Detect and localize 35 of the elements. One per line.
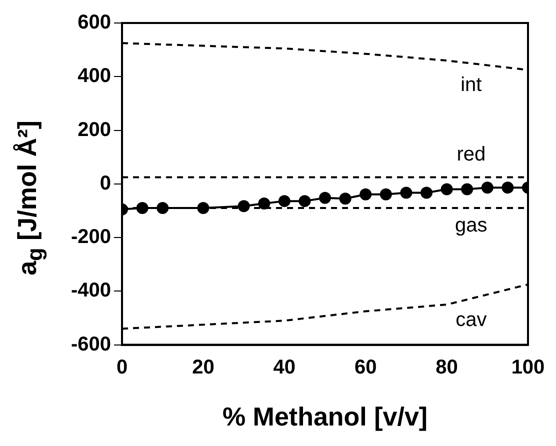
point xyxy=(420,186,433,199)
point xyxy=(258,197,270,210)
point xyxy=(278,195,290,208)
point xyxy=(502,182,514,194)
x-tick-label: 0 xyxy=(116,356,128,378)
x-tick-label: 60 xyxy=(354,356,377,378)
y-tick-label: 400 xyxy=(78,65,112,88)
series-label: cav xyxy=(456,309,487,332)
point xyxy=(360,188,372,200)
series-label: int xyxy=(460,74,482,96)
point xyxy=(136,202,148,214)
point xyxy=(380,188,392,200)
point xyxy=(298,195,311,208)
y-tick-label: 600 xyxy=(78,12,112,34)
point xyxy=(238,200,250,212)
ref-line-label: red xyxy=(456,144,486,166)
y-tick-label: 200 xyxy=(78,118,112,141)
y-tick-label: -400 xyxy=(71,280,112,302)
y-tick-label: -600 xyxy=(71,333,112,356)
point xyxy=(197,202,210,214)
ref-line-label: gas xyxy=(455,214,488,237)
x-tick-label: 40 xyxy=(273,356,296,378)
point xyxy=(461,183,474,196)
x-axis-title: % Methanol [v/v] xyxy=(222,402,428,432)
y-tick-label: -200 xyxy=(71,226,112,248)
y-tick-label: 0 xyxy=(100,172,112,194)
point xyxy=(440,183,453,196)
point xyxy=(156,202,169,214)
x-tick-label: 100 xyxy=(511,356,545,378)
point xyxy=(481,182,494,194)
point xyxy=(400,186,412,199)
point xyxy=(319,192,332,204)
x-tick-label: 20 xyxy=(192,356,214,378)
x-tick-label: 80 xyxy=(436,356,458,378)
point xyxy=(339,192,352,205)
